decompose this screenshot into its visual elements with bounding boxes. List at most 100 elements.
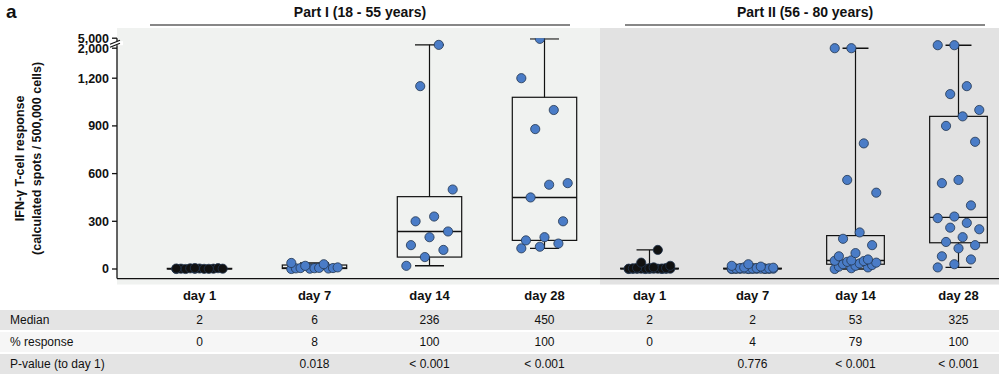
median-line xyxy=(512,197,576,198)
data-point xyxy=(941,237,950,246)
data-point xyxy=(535,38,544,43)
x-tick-label: day 7 xyxy=(736,288,769,303)
data-point xyxy=(975,105,984,114)
x-tick-label: day 14 xyxy=(409,288,450,303)
chart: aPart I (18 - 55 years)Part II (56 - 80 … xyxy=(0,0,999,383)
data-point xyxy=(521,236,530,245)
table-p-value: < 0.001 xyxy=(938,357,979,371)
y-tick xyxy=(112,78,117,79)
table-row-label: % response xyxy=(10,335,74,349)
table-percent-response: 100 xyxy=(534,335,554,349)
x-tick-label: day 14 xyxy=(835,288,876,303)
table-percent-response: 8 xyxy=(311,335,318,349)
group-background xyxy=(117,28,600,285)
data-point xyxy=(975,225,984,234)
data-point xyxy=(950,41,959,50)
data-point xyxy=(954,175,963,184)
data-point xyxy=(406,241,415,250)
data-point xyxy=(933,214,942,223)
data-point xyxy=(301,261,310,270)
table-p-value: < 0.001 xyxy=(409,357,450,371)
data-point xyxy=(190,263,199,272)
table-median: 450 xyxy=(534,313,554,327)
data-point xyxy=(971,241,980,250)
table-percent-response: 100 xyxy=(419,335,439,349)
group-background xyxy=(600,28,999,285)
data-point xyxy=(666,261,675,270)
y-axis-label: IFN-γ T-cell response xyxy=(13,95,27,221)
data-point xyxy=(872,258,881,267)
data-point xyxy=(545,180,554,189)
table-median: 2 xyxy=(646,313,653,327)
data-point xyxy=(859,139,868,148)
table-median: 2 xyxy=(196,313,203,327)
data-point xyxy=(727,261,736,270)
data-point xyxy=(430,212,439,221)
data-point xyxy=(946,223,955,232)
table-p-value: 0.018 xyxy=(299,357,329,371)
data-point xyxy=(847,44,856,53)
page: {"chart_data": { "type": "box", "panel_l… xyxy=(0,0,999,383)
axis-break xyxy=(110,43,120,47)
x-tick-label: day 28 xyxy=(938,288,978,303)
data-point xyxy=(425,233,434,242)
data-point xyxy=(838,234,847,243)
group-title-rule xyxy=(150,24,570,25)
table-median: 53 xyxy=(849,313,863,327)
data-point xyxy=(319,260,328,269)
y-tick-label: 300 xyxy=(88,215,109,229)
data-point xyxy=(756,262,765,271)
y-tick xyxy=(112,38,117,39)
group-title: Part II (56 - 80 years) xyxy=(737,4,873,20)
table-p-value: < 0.001 xyxy=(524,357,565,371)
data-point xyxy=(950,212,959,221)
data-point xyxy=(863,255,872,264)
data-point xyxy=(843,175,852,184)
data-point xyxy=(526,193,535,202)
group-title-rule xyxy=(625,24,985,25)
x-axis-line xyxy=(117,278,999,279)
x-tick-label: day 1 xyxy=(633,288,666,303)
table-percent-response: 0 xyxy=(646,335,653,349)
data-point xyxy=(954,244,963,253)
table-percent-response: 100 xyxy=(948,335,968,349)
data-point xyxy=(868,241,877,250)
data-point xyxy=(769,263,778,272)
data-point xyxy=(172,264,181,273)
x-tick-label: day 28 xyxy=(524,288,564,303)
whisker xyxy=(429,45,430,197)
data-point xyxy=(549,105,558,114)
table-percent-response: 0 xyxy=(196,335,203,349)
y-tick-label: 900 xyxy=(88,119,109,133)
y-tick xyxy=(112,48,117,49)
data-point xyxy=(287,258,296,267)
data-point xyxy=(966,255,975,264)
group-title: Part I (18 - 55 years) xyxy=(294,4,426,20)
y-tick-label: 0 xyxy=(102,262,109,276)
data-point xyxy=(962,218,971,227)
data-point xyxy=(637,258,646,267)
data-point xyxy=(558,217,567,226)
table-row-label: Median xyxy=(10,313,49,327)
data-point xyxy=(218,264,227,273)
marks xyxy=(167,38,987,273)
data-point xyxy=(937,179,946,188)
box xyxy=(930,116,988,242)
data-point xyxy=(411,217,420,226)
data-point xyxy=(402,261,411,270)
y-tick xyxy=(112,173,117,174)
whisker xyxy=(544,39,545,97)
y-tick xyxy=(112,268,117,269)
y-tick-label: 1,200 xyxy=(78,72,109,86)
box xyxy=(397,197,461,257)
data-point xyxy=(649,263,658,272)
data-point xyxy=(204,264,213,273)
table-row-label: P-value (to day 1) xyxy=(10,357,105,371)
y-tick-label: 5,000 xyxy=(78,32,109,46)
data-point xyxy=(554,239,563,248)
data-point xyxy=(941,121,950,130)
data-point xyxy=(416,82,425,91)
data-point xyxy=(950,260,959,269)
data-point xyxy=(966,201,975,210)
x-tick-label: day 1 xyxy=(183,288,216,303)
